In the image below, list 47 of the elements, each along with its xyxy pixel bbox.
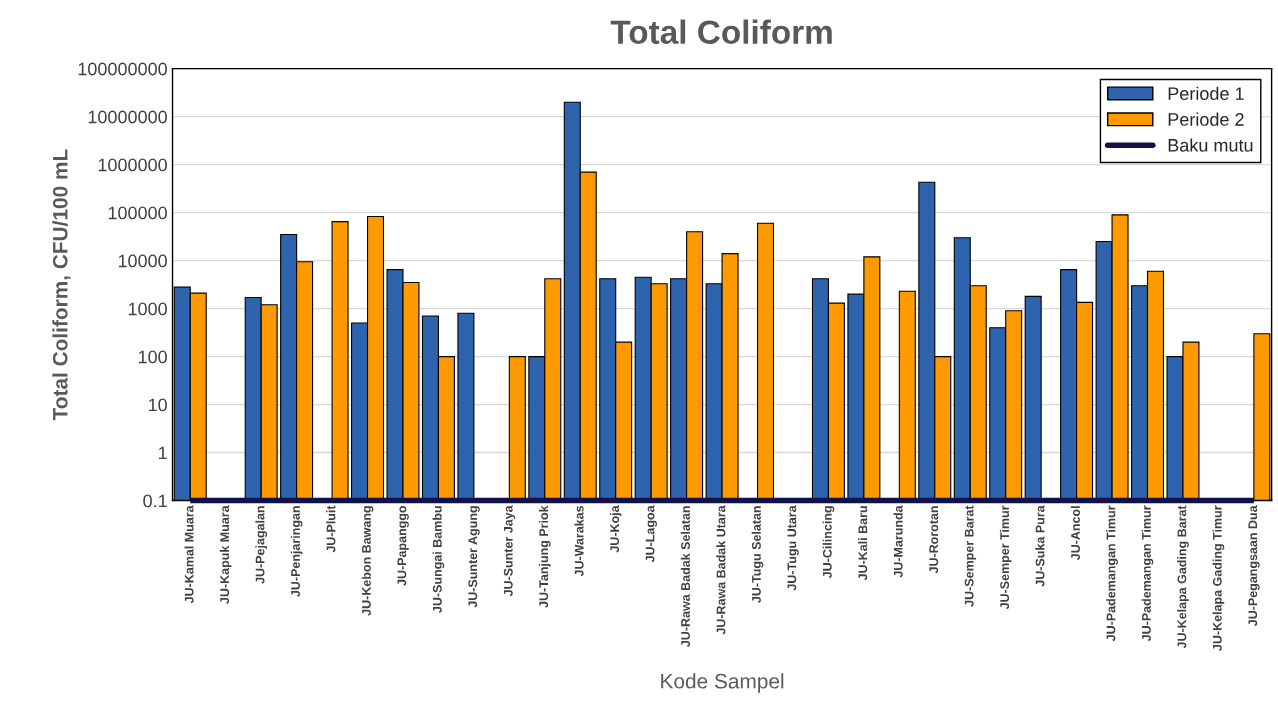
- legend-label: Baku mutu: [1168, 138, 1253, 152]
- y-tick-label: 1000000: [98, 158, 167, 172]
- y-axis-title: Total Coliform, CFU/100 mL: [52, 149, 71, 421]
- x-tick-label: JU-Ancol: [1070, 506, 1080, 561]
- x-tick-label: JU-Tanjung Priok: [538, 505, 551, 608]
- legend-label: Periode 2: [1168, 112, 1244, 126]
- x-tick-label: JU-Rawa Badak Utara: [716, 505, 726, 635]
- x-tick-label: JU-Pluit: [326, 505, 336, 553]
- x-tick-label: JU-Sunter Jaya: [503, 505, 516, 597]
- x-tick-label: JU-Kelapa Gading Barat: [1177, 505, 1189, 649]
- x-tick-label: JU-Sungai Bambu: [432, 506, 445, 613]
- x-tick-label: JU-Pejagalan: [255, 506, 268, 584]
- x-tick-label: JU-Kali Baru: [858, 506, 868, 581]
- y-tick-label: 10000000: [88, 110, 167, 124]
- x-tick-label: JU-Semper Timur: [999, 505, 1012, 610]
- y-tick-label: 100000000: [78, 62, 167, 76]
- x-axis-title: Kode Sampel: [661, 673, 784, 693]
- x-tick-label: JU-Pademangan Timur: [1106, 505, 1118, 642]
- x-tick-label: JU-Pademangan Timur: [1141, 505, 1154, 642]
- chart-title: Total Coliform: [610, 19, 832, 44]
- y-tick-label: 1000: [128, 302, 167, 316]
- x-tick-label: JU-Kapuk Muara: [219, 505, 232, 604]
- x-tick-label: JU-Papanggo: [397, 505, 409, 586]
- x-tick-label: JU-Suka Pura: [1035, 505, 1045, 587]
- x-tick-label: JU-Lagoa: [645, 505, 657, 563]
- x-tick-label: JU-Kebon Bawang: [361, 506, 374, 616]
- y-tick-label: 1: [159, 446, 167, 460]
- x-tick-label: JU-Rawa Badak Selatan: [680, 506, 690, 647]
- x-tick-label: JU-Kelapa Gading Timur: [1212, 505, 1225, 651]
- y-tick-label: 100000: [108, 206, 167, 220]
- legend-label: Periode 1: [1168, 86, 1244, 100]
- y-tick-label: 10000: [118, 254, 167, 268]
- x-tick-label: JU-Cilincing: [822, 506, 835, 579]
- x-tick-label: JU-Warakas: [574, 505, 584, 577]
- x-tick-label: JU-Kamal Muara: [184, 505, 194, 604]
- y-tick-label: 0.1: [143, 494, 167, 508]
- y-tick-label: 100: [138, 350, 167, 364]
- x-tick-label: JU-Semper Barat: [964, 505, 977, 607]
- x-tick-label: JU-Rorotan: [929, 506, 939, 574]
- x-tick-label: JU-Tugu Selatan: [751, 506, 764, 603]
- x-tick-label: JU-Koja: [609, 505, 622, 553]
- y-tick-label: 10: [148, 398, 167, 412]
- x-tick-label: JU-Sunter Agung: [468, 506, 480, 608]
- x-tick-label: JU-Tugu Utara: [787, 505, 799, 591]
- x-tick-label: JU-Pegangsaan Dua: [1248, 505, 1260, 627]
- x-tick-label: JU-Penjaringan: [290, 506, 303, 597]
- x-tick-label: JU-Marunda: [893, 505, 903, 578]
